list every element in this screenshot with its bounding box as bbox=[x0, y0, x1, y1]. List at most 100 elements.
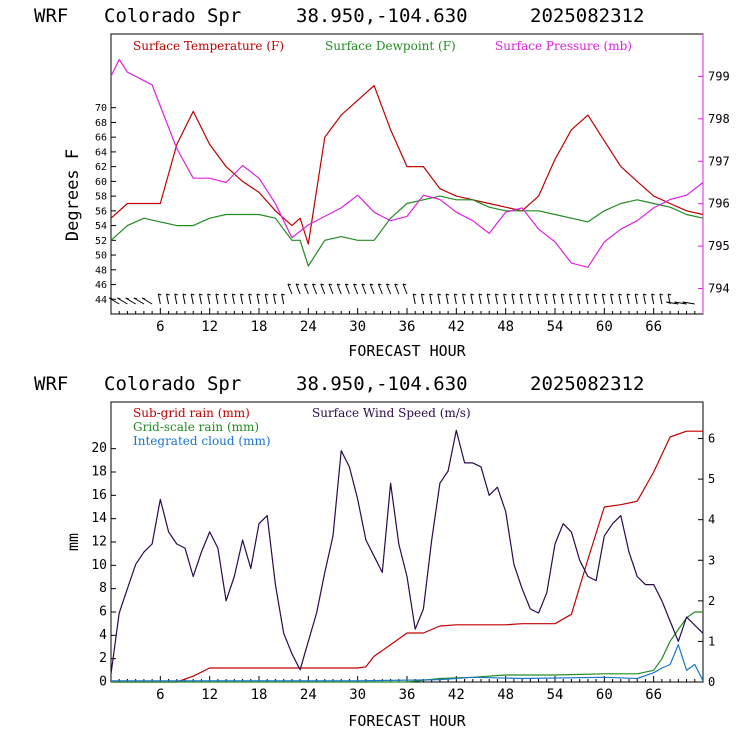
wind-barb-flag bbox=[265, 293, 269, 296]
chart1-legend-dewpoint: Surface Dewpoint (F) bbox=[325, 39, 456, 53]
wind-barb-flag bbox=[511, 293, 516, 296]
chart1-xtick-label: 6 bbox=[156, 319, 164, 335]
chart2-legend-wind-speed: Surface Wind Speed (m/s) bbox=[312, 406, 471, 420]
chart2-xtick-label: 12 bbox=[201, 687, 218, 703]
wind-barb-flag bbox=[256, 293, 261, 296]
wind-barb-flag bbox=[345, 283, 349, 286]
wind-barb bbox=[264, 293, 268, 305]
chart1-right-ytick-label: 795 bbox=[708, 239, 730, 253]
wind-barb-flag bbox=[503, 293, 507, 296]
chart1-ytick-label: 54 bbox=[95, 221, 107, 232]
chart2-right-ytick-label: 3 bbox=[708, 553, 715, 567]
wind-barb bbox=[377, 283, 383, 295]
wind-barb bbox=[462, 293, 466, 305]
wind-barb bbox=[231, 293, 235, 305]
chart2-right-ytick-label: 2 bbox=[708, 594, 715, 608]
wind-barb-flag bbox=[643, 293, 647, 296]
wind-barb bbox=[344, 283, 350, 295]
wind-barb bbox=[634, 293, 638, 305]
chart1-xtick-label: 12 bbox=[201, 319, 218, 335]
wind-barb-flag bbox=[528, 293, 532, 296]
chart2-xtick-label: 48 bbox=[497, 687, 514, 703]
chart1-series-surface-temperature bbox=[110, 84, 704, 245]
chart1-xtick-label: 24 bbox=[300, 319, 317, 335]
chart2-y-axis-label: mm bbox=[64, 533, 82, 551]
wind-barb bbox=[361, 283, 367, 295]
wind-barb bbox=[437, 293, 441, 305]
chart2-ytick-label: 16 bbox=[91, 488, 107, 503]
wind-barb-flag bbox=[561, 293, 565, 296]
wind-barb bbox=[445, 293, 449, 305]
wind-barb-flag bbox=[585, 293, 590, 296]
chart1-xtick-label: 60 bbox=[596, 319, 613, 335]
chart2-xtick-label: 6 bbox=[156, 687, 164, 703]
wind-barb-flag bbox=[386, 283, 390, 286]
wind-barb-flag bbox=[240, 293, 244, 296]
chart2-series-surface-wind-speed bbox=[110, 429, 704, 674]
wind-barb bbox=[412, 293, 416, 305]
wind-barb-flag bbox=[659, 293, 664, 296]
wind-barb bbox=[369, 283, 375, 295]
wind-barb bbox=[470, 293, 474, 305]
wind-barb-flag bbox=[125, 297, 129, 300]
chart2-header: WRF Colorado Spr 38.950,-104.630 2025082… bbox=[34, 373, 644, 395]
chart2-series-grid-scale-rain bbox=[111, 611, 703, 683]
chart2-xtick-label: 54 bbox=[547, 687, 564, 703]
chart1-coords: 38.950,-104.630 bbox=[296, 5, 468, 27]
chart2-xtick-label: 24 bbox=[300, 687, 317, 703]
chart1-xtick-label: 30 bbox=[349, 319, 366, 335]
wind-barb bbox=[295, 283, 301, 295]
wind-barb bbox=[328, 283, 334, 295]
wind-barb-flag bbox=[478, 293, 483, 296]
wind-barb bbox=[478, 293, 482, 305]
chart2-right-ytick-label: 6 bbox=[708, 432, 715, 446]
chart1-init-time: 2025082312 bbox=[530, 5, 644, 27]
wind-barb bbox=[453, 293, 457, 305]
chart2-right-ytick-label: 1 bbox=[708, 634, 715, 648]
wind-barb-flag bbox=[536, 293, 540, 296]
wind-barb bbox=[420, 293, 424, 305]
wind-barb-flag bbox=[602, 293, 606, 296]
wind-barb-flag bbox=[353, 283, 357, 286]
chart1-plot-frame bbox=[110, 33, 704, 315]
wind-barb bbox=[486, 293, 490, 305]
wind-barb-flag bbox=[635, 293, 639, 296]
chart1-ytick-label: 60 bbox=[95, 177, 107, 188]
chart1-legend-temperature: Surface Temperature (F) bbox=[133, 39, 284, 53]
wind-barb-flag bbox=[674, 301, 678, 304]
chart1-ytick-label: 56 bbox=[95, 206, 107, 217]
wind-barb-flag bbox=[651, 293, 655, 296]
chart2-location: Colorado Spr bbox=[104, 373, 241, 395]
wind-barb-flag bbox=[369, 283, 374, 286]
chart1-ytick-label: 44 bbox=[95, 295, 107, 306]
wind-barb bbox=[585, 293, 589, 305]
wind-barb-flag bbox=[191, 293, 195, 296]
chart2-xtick-label: 18 bbox=[251, 687, 268, 703]
wind-barb-flag bbox=[287, 283, 292, 286]
wind-barb bbox=[626, 293, 630, 305]
wind-barb-flag bbox=[454, 293, 458, 296]
chart2-coords: 38.950,-104.630 bbox=[296, 373, 468, 395]
wind-barb-flag bbox=[445, 293, 450, 296]
wind-barb-flag bbox=[182, 293, 187, 296]
chart2-xtick-label: 36 bbox=[399, 687, 416, 703]
chart2-right-ytick-label: 4 bbox=[708, 513, 715, 527]
chart1-series-surface-pressure bbox=[110, 58, 704, 268]
wind-barb bbox=[610, 293, 614, 305]
wind-barb-flag bbox=[281, 293, 285, 296]
wind-barb-flag bbox=[618, 293, 622, 296]
chart1-ytick-label: 70 bbox=[95, 103, 107, 114]
chart2-legend-gridscale-rain: Grid-scale rain (mm) bbox=[133, 420, 259, 434]
chart2-ytick-label: 20 bbox=[91, 441, 107, 456]
wind-barb bbox=[320, 283, 326, 295]
chart1-header: WRF Colorado Spr 38.950,-104.630 2025082… bbox=[34, 5, 644, 27]
wind-barb bbox=[659, 293, 663, 305]
wind-barb bbox=[651, 293, 655, 305]
chart2-xtick-label: 42 bbox=[448, 687, 465, 703]
wind-barb bbox=[593, 293, 597, 305]
chart1-xtick-label: 48 bbox=[497, 319, 514, 335]
chart1-ytick-label: 46 bbox=[95, 280, 107, 291]
chart2-ytick-label: 10 bbox=[91, 558, 107, 573]
wind-barb-flag bbox=[437, 293, 442, 296]
